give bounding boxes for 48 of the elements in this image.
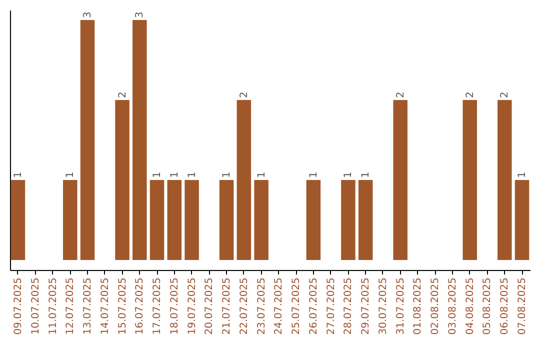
x-tick-label: 12.07.2025 (65, 278, 76, 335)
data-label: 1 (517, 172, 528, 178)
data-label: 1 (152, 172, 164, 178)
x-tick-label: 14.07.2025 (100, 278, 111, 335)
x-tick-label: 20.07.2025 (204, 278, 216, 335)
data-label: 2 (117, 92, 128, 98)
data-label: 2 (464, 92, 476, 98)
data-label: 2 (500, 92, 511, 98)
data-label: 1 (256, 172, 268, 178)
x-tick-label: 30.07.2025 (378, 278, 389, 335)
x-tick-label: 26.07.2025 (308, 278, 320, 335)
x-tick-label: 31.07.2025 (395, 278, 406, 335)
x-tick-label: 29.07.2025 (360, 278, 372, 335)
data-label: 3 (134, 12, 146, 18)
data-label: 3 (82, 12, 94, 18)
data-label: 1 (360, 172, 372, 178)
x-tick-label: 09.07.2025 (12, 278, 24, 335)
x-tick-label: 22.07.2025 (238, 278, 250, 335)
x-tick-label: 17.07.2025 (152, 278, 164, 335)
data-label: 1 (308, 172, 320, 178)
x-tick-label: 16.07.2025 (134, 278, 146, 335)
x-tick-label: 03.08.2025 (447, 278, 458, 335)
x-tick-label: 27.07.2025 (326, 278, 337, 335)
data-label: 1 (12, 172, 24, 178)
x-tick-label: 11.07.2025 (48, 278, 59, 335)
data-label: 1 (343, 172, 354, 178)
data-label: 1 (186, 172, 198, 178)
x-tick-label: 28.07.2025 (343, 278, 354, 335)
x-tick-label: 23.07.2025 (256, 278, 268, 335)
x-tick-label: 04.08.2025 (464, 278, 476, 335)
data-label: 1 (65, 172, 76, 178)
x-tick-label: 19.07.2025 (186, 278, 198, 335)
x-tick-label: 24.07.2025 (274, 278, 285, 335)
x-tick-label: 10.07.2025 (30, 278, 42, 335)
x-tick-label: 05.08.2025 (482, 278, 494, 335)
x-tick-label: 01.08.2025 (412, 278, 424, 335)
data-label: 1 (169, 172, 180, 178)
x-tick-label: 07.08.2025 (517, 278, 528, 335)
x-tick-label: 21.07.2025 (222, 278, 233, 335)
x-tick-label: 13.07.2025 (82, 278, 94, 335)
data-label: 2 (238, 92, 250, 98)
x-tick-label: 18.07.2025 (169, 278, 180, 335)
x-tick-label: 25.07.2025 (291, 278, 302, 335)
data-label: 2 (395, 92, 406, 98)
x-tick-label: 02.08.2025 (430, 278, 442, 335)
x-tick-label: 06.08.2025 (500, 278, 511, 335)
data-label: 1 (222, 172, 233, 178)
x-tick-label: 15.07.2025 (117, 278, 128, 335)
